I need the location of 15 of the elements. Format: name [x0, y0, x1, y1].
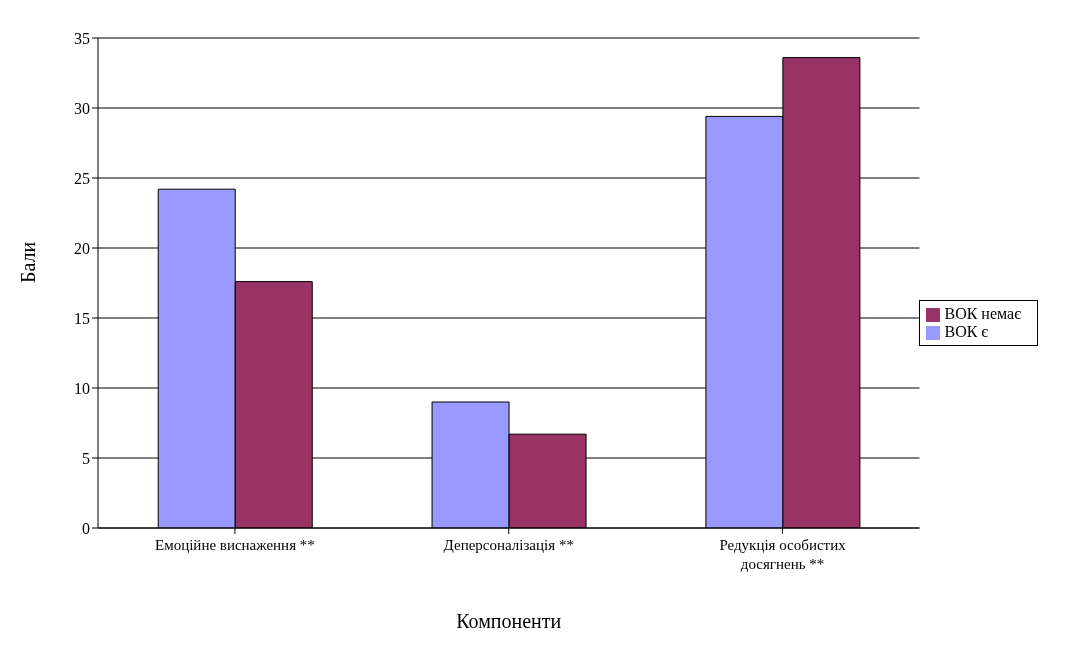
y-tick-label: 0 [82, 519, 90, 537]
x-tick-label: Емоційне виснаження ** [155, 537, 315, 553]
y-tick-label: 15 [74, 309, 90, 327]
y-tick-label: 30 [74, 99, 90, 117]
x-tick-label: Деперсоналізація ** [443, 537, 574, 553]
legend-label: ВОК немає [944, 305, 1021, 322]
y-tick-label: 10 [74, 379, 90, 397]
x-tick-label: Редукція особистих досягнень ** [719, 537, 847, 572]
y-tick-label: 20 [74, 239, 90, 257]
x-axis-title: Компоненти [456, 610, 562, 632]
legend-label: ВОК є [944, 323, 989, 340]
y-axis-title: Бали [17, 241, 40, 283]
y-tick-label: 35 [74, 29, 90, 47]
y-tick-label: 5 [82, 449, 90, 467]
y-tick-label: 25 [74, 169, 90, 187]
